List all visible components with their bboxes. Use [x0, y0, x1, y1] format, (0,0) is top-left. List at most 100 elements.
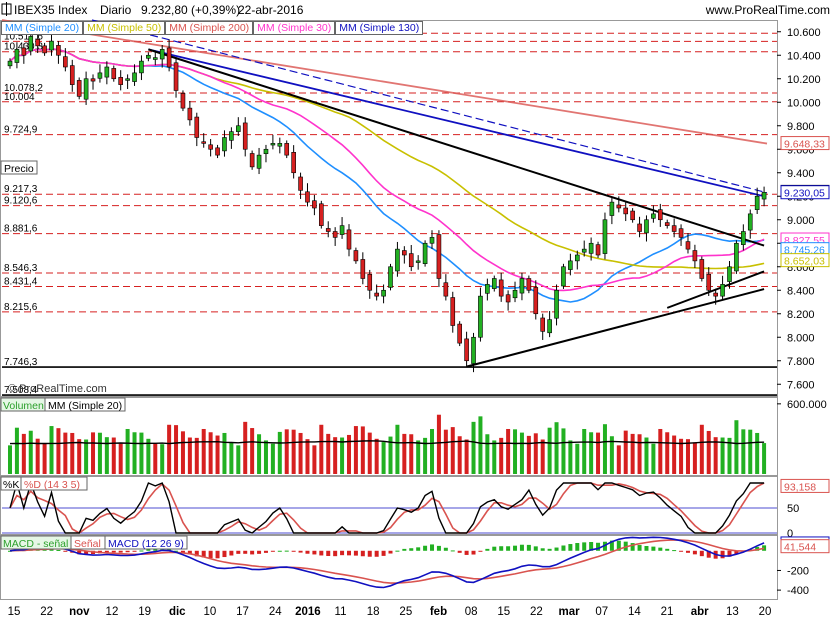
price-tags: 9.648,339.232,809.230,058.827,558.745,26…	[780, 136, 830, 268]
y-tick-label: 0	[787, 528, 793, 540]
candle-body	[408, 253, 414, 268]
stoch-k-line	[9, 480, 765, 534]
macd-hist-bar	[49, 549, 54, 551]
svg-text:MM (Simple 20): MM (Simple 20)	[48, 400, 122, 412]
macd-hist-bar	[222, 550, 227, 558]
volume-bar	[492, 440, 497, 474]
volume-bar	[706, 430, 711, 474]
macd-hist-bar	[596, 542, 601, 551]
y-tick-label: -400	[787, 585, 809, 597]
candle-body	[381, 289, 386, 297]
x-tick-label: 22	[40, 606, 53, 618]
ma-200-line	[1, 19, 768, 145]
volume-bar	[291, 429, 296, 474]
macd-hist-bar	[8, 550, 12, 552]
volume-bar	[644, 437, 649, 474]
candle-body	[35, 38, 40, 47]
macd-hist-bar	[526, 544, 531, 551]
macd-tag	[780, 539, 830, 554]
level-label: 10.517,6	[4, 31, 43, 42]
candle-body	[187, 107, 193, 121]
volume-bar	[554, 422, 559, 474]
volume-bar	[692, 442, 697, 474]
candle-body	[312, 200, 317, 209]
candle-body	[346, 229, 352, 250]
candle-body	[194, 116, 200, 138]
price-tag	[780, 253, 830, 268]
volume-bar	[416, 440, 421, 474]
svg-text:MACD - señal: MACD - señal	[3, 538, 68, 550]
trendline	[148, 48, 765, 198]
candle-body	[616, 204, 622, 209]
candle-body	[754, 195, 760, 210]
candle-body	[429, 237, 435, 244]
x-tick-label: 10	[204, 606, 217, 618]
macd-hist-bar	[367, 550, 372, 557]
macd-hist-bar	[699, 550, 704, 557]
volume-bar	[263, 440, 268, 474]
candle-body	[734, 242, 739, 272]
candle-body	[291, 152, 296, 174]
ma-130-line	[91, 19, 768, 194]
candle-body	[263, 148, 269, 155]
volume-bar	[513, 429, 518, 474]
y-tick-label: 10.600	[787, 27, 821, 39]
volume-bar	[658, 428, 663, 474]
volume-bar	[741, 429, 746, 474]
macd-hist-bar	[485, 548, 490, 551]
volume-bar	[561, 428, 566, 474]
level-label: 8.881,6	[4, 224, 38, 235]
macd-hist-bar	[602, 541, 607, 551]
volume-bar	[28, 430, 33, 474]
candle-body	[609, 201, 615, 216]
volume-bar	[457, 436, 462, 474]
candle-body	[450, 297, 456, 326]
candle-body	[277, 143, 283, 147]
macd-hist-bar	[540, 548, 545, 551]
volume-bar	[499, 437, 504, 474]
macd-hist-bar	[284, 550, 289, 552]
price-panel-frame	[0, 20, 778, 397]
macd-hist-bar	[554, 547, 559, 551]
volume-bar	[582, 428, 587, 474]
volume-bar	[333, 437, 338, 474]
candle-body	[485, 284, 490, 294]
volume-bar	[727, 437, 732, 474]
candle-body	[512, 289, 518, 299]
candle-body	[388, 266, 393, 288]
macd-hist-bar	[333, 550, 338, 557]
moving-averages	[1, 19, 768, 303]
y-tick-label: 9.800	[787, 121, 815, 133]
candle-body	[118, 77, 123, 85]
macd-hist-bar	[547, 548, 552, 551]
macd-hist-bar	[118, 550, 123, 553]
level-label: 7.746,3	[4, 357, 38, 368]
candle-body	[395, 248, 400, 272]
candle-body	[270, 143, 276, 146]
volume-bar	[111, 437, 116, 474]
volume-bar	[374, 438, 379, 474]
macd-hist-bar	[305, 550, 310, 554]
volume-bar	[243, 421, 248, 474]
candle-body	[588, 242, 594, 254]
legend-item: MM (Simple 130)	[335, 21, 424, 35]
macd-hist-bar	[464, 550, 469, 555]
candle-body	[305, 191, 310, 203]
watermark: © ProRealTime.com	[8, 383, 107, 395]
level-label: 7.508,4	[4, 385, 38, 396]
level-label: 8.546,3	[4, 263, 38, 274]
stochastic-lines: 50 0 93,158	[2, 478, 830, 540]
macd-hist-bar	[146, 549, 151, 551]
volume-bar	[485, 434, 490, 474]
candle-body	[581, 248, 587, 253]
candle-body	[402, 250, 407, 256]
macd-hist-bar	[727, 550, 732, 557]
stoch-tag	[780, 478, 830, 493]
level-label: 10.078,2	[4, 83, 43, 94]
macd-hist-bar	[450, 550, 455, 552]
macd-hist-bar	[430, 544, 435, 551]
candle-body	[339, 225, 345, 235]
volume-bar	[602, 424, 607, 474]
x-tick-label: mar	[559, 606, 581, 618]
macd-hist-bar	[208, 550, 213, 559]
